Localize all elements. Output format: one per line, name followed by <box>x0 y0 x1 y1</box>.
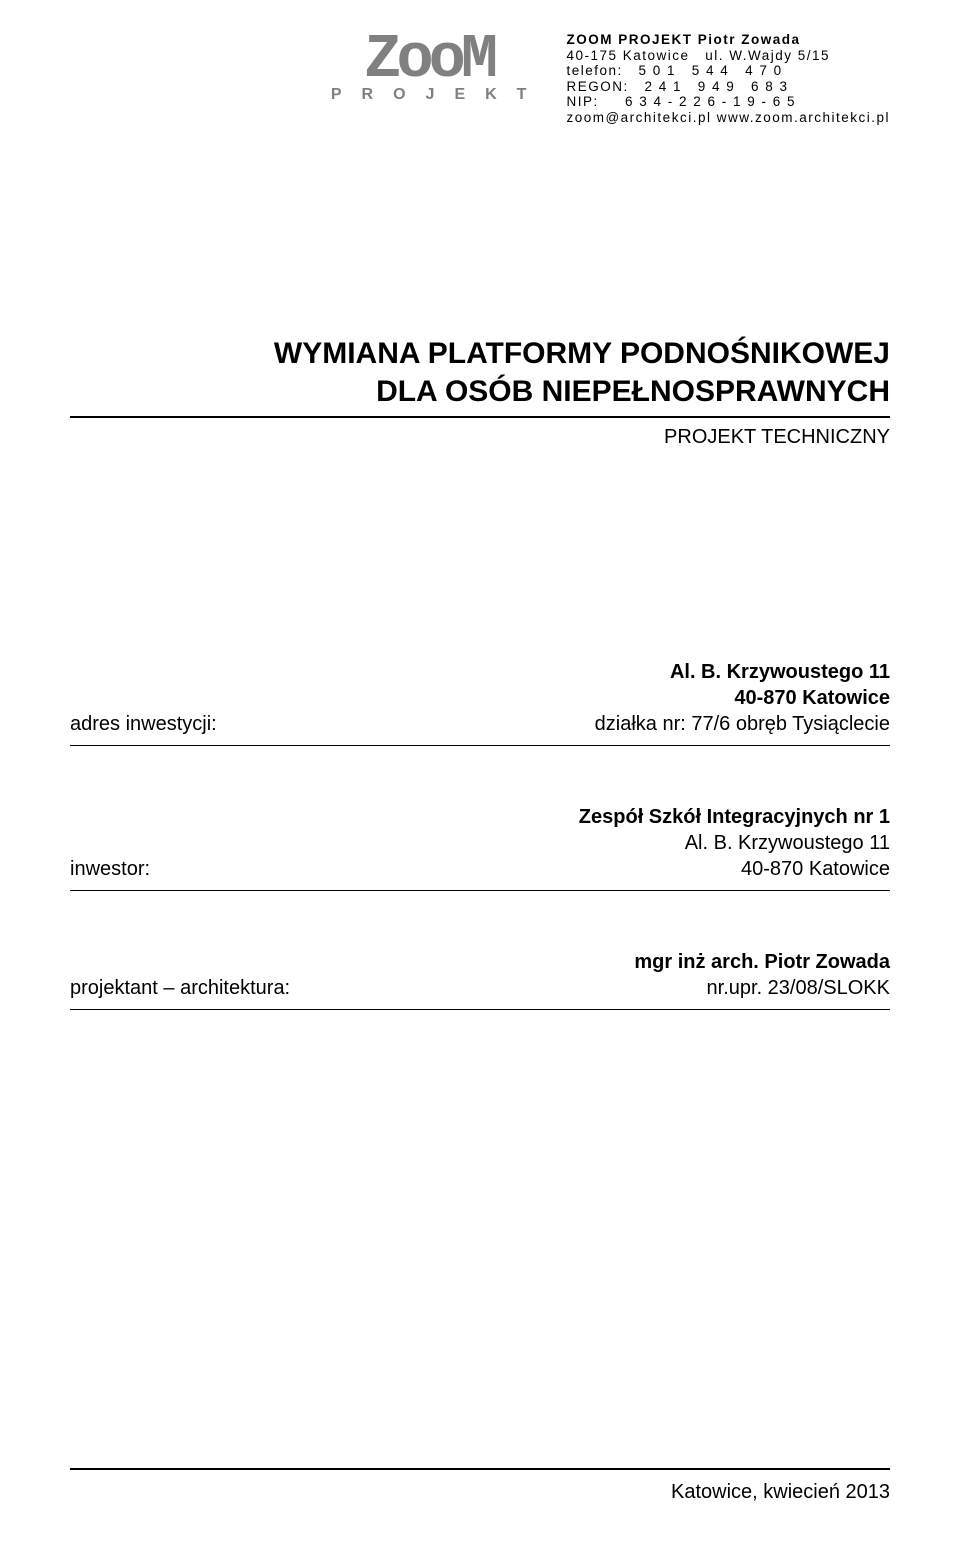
investment-line-3: działka nr: 77/6 obręb Tysiąclecie <box>595 711 890 737</box>
company-info: ZOOM PROJEKT Piotr Zowada 40-175 Katowic… <box>566 32 890 125</box>
row-investor: inwestor: Zespół Szkół Integracyjnych nr… <box>70 804 890 891</box>
title-line-1: WYMIANA PLATFORMY PODNOŚNIKOWEJ <box>70 335 890 373</box>
row-label: projektant – architektura: <box>70 975 290 1001</box>
investor-line-2: Al. B. Krzywoustego 11 <box>579 830 890 856</box>
footer-text: Katowice, kwiecień 2013 <box>671 1481 890 1504</box>
investment-line-2: 40-870 Katowice <box>595 685 890 711</box>
footer-divider <box>70 1468 890 1470</box>
company-regon-label: REGON: <box>566 79 628 94</box>
company-phone-label: telefon: <box>566 63 622 78</box>
title-line-2: DLA OSÓB NIEPEŁNOSPRAWNYCH <box>70 373 890 411</box>
row-designer: projektant – architektura: mgr inż arch.… <box>70 949 890 1010</box>
company-nip: 6 3 4 - 2 2 6 - 1 9 - 6 5 <box>625 94 796 109</box>
title-divider <box>70 416 890 418</box>
investor-line-3: 40-870 Katowice <box>579 856 890 882</box>
company-contact: zoom@architekci.pl www.zoom.architekci.p… <box>566 110 890 125</box>
logo-wordmark: ZooM <box>364 32 493 88</box>
row-label: adres inwestycji: <box>70 711 217 737</box>
company-regon: 2 4 1 9 4 9 6 8 3 <box>644 79 788 94</box>
row-value: Al. B. Krzywoustego 11 40-870 Katowice d… <box>595 659 890 737</box>
row-label: inwestor: <box>70 856 150 882</box>
document-page: ZooM PROJEKT ZOOM PROJEKT Piotr Zowada 4… <box>0 0 960 1558</box>
company-name: ZOOM PROJEKT Piotr Zowada <box>566 32 800 47</box>
investment-line-1: Al. B. Krzywoustego 11 <box>595 659 890 685</box>
document-subtitle: PROJEKT TECHNICZNY <box>70 426 890 449</box>
document-title: WYMIANA PLATFORMY PODNOŚNIKOWEJ DLA OSÓB… <box>70 335 890 410</box>
logo-subtext: PROJEKT <box>311 86 547 104</box>
row-investment-address: adres inwestycji: Al. B. Krzywoustego 11… <box>70 659 890 746</box>
company-address: 40-175 Katowice ul. W.Wajdy 5/15 <box>566 48 830 63</box>
row-value: mgr inż arch. Piotr Zowada nr.upr. 23/08… <box>634 949 890 1001</box>
header: ZooM PROJEKT ZOOM PROJEKT Piotr Zowada 4… <box>70 32 890 125</box>
company-phone: 5 0 1 5 4 4 4 7 0 <box>639 63 783 78</box>
company-nip-label: NIP: <box>566 94 598 109</box>
designer-line-1: mgr inż arch. Piotr Zowada <box>634 949 890 975</box>
designer-line-2: nr.upr. 23/08/SLOKK <box>634 975 890 1001</box>
investor-line-1: Zespół Szkół Integracyjnych nr 1 <box>579 804 890 830</box>
info-rows: adres inwestycji: Al. B. Krzywoustego 11… <box>70 659 890 1010</box>
row-value: Zespół Szkół Integracyjnych nr 1 Al. B. … <box>579 804 890 882</box>
logo-block: ZooM PROJEKT <box>311 32 547 104</box>
